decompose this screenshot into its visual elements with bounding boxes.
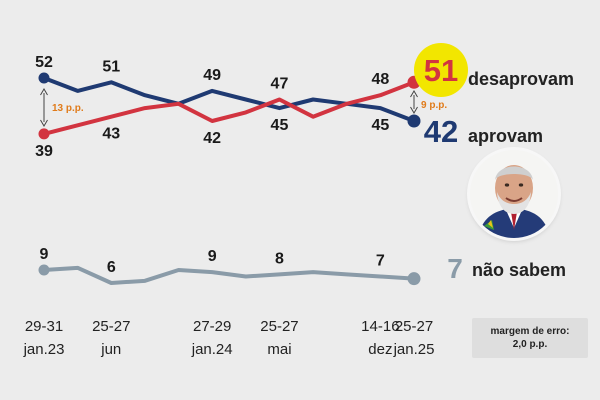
x-tick-label: 25-27 <box>395 318 433 335</box>
data-label-nao-sabem: 9 <box>208 248 217 265</box>
start-point-aprovam <box>38 72 50 84</box>
data-label-aprovam: 45 <box>271 117 289 134</box>
x-tick-label: 29-31 <box>25 318 63 335</box>
end-label-desaprovam: 51 <box>424 53 458 88</box>
x-tick-label: 14-16 <box>361 318 399 335</box>
x-tick-label: 27-29 <box>193 318 231 335</box>
gap-arrow-end-head-down <box>410 106 418 114</box>
end-point-nao-sabem <box>407 272 421 286</box>
data-label-desaprovam: 47 <box>271 76 289 93</box>
x-tick-label: dez <box>368 341 392 358</box>
data-label-nao-sabem: 8 <box>275 250 284 267</box>
gap-label-start: 13 p.p. <box>52 103 84 114</box>
end-label-aprovam: 42 <box>424 114 458 149</box>
data-label-desaprovam: 43 <box>102 126 120 143</box>
series-line-aprovam <box>42 76 416 123</box>
gap-label-end: 9 p.p. <box>421 100 447 111</box>
x-tick-label: jun <box>100 341 121 358</box>
x-tick-label: mai <box>267 341 291 358</box>
data-label-desaprovam: 48 <box>371 71 389 88</box>
gap-arrow-start-head-down <box>40 119 48 127</box>
data-label-nao-sabem: 6 <box>107 259 116 276</box>
margin-of-error-value: 2,0 p.p. <box>512 339 548 350</box>
x-tick-label: 25-27 <box>92 318 130 335</box>
margin-of-error-note: margem de erro: 2,0 p.p. <box>472 318 588 358</box>
data-label-aprovam: 51 <box>102 58 120 75</box>
start-point-nao-sabem <box>38 264 50 276</box>
president-portrait-icon <box>470 150 558 238</box>
series-line-desaprovam <box>42 80 416 136</box>
x-tick-label: jan.25 <box>393 341 435 358</box>
x-tick-label: jan.23 <box>23 341 65 358</box>
gap-arrow-start-head-up <box>40 88 48 96</box>
series-name-nao-sabem: não sabem <box>472 260 566 280</box>
data-label-nao-sabem: 7 <box>376 253 385 270</box>
data-label-desaprovam: 39 <box>35 143 53 160</box>
x-tick-label: jan.24 <box>191 341 233 358</box>
end-label-nao-sabem: 7 <box>447 253 463 284</box>
series-name-aprovam: aprovam <box>468 126 543 146</box>
series-name-desaprovam: desaprovam <box>468 69 574 89</box>
end-point-aprovam <box>407 114 421 128</box>
data-label-nao-sabem: 9 <box>40 246 49 263</box>
start-point-desaprovam <box>38 128 50 140</box>
highlight-circle <box>414 43 468 97</box>
x-tick-label: 25-27 <box>260 318 298 335</box>
margin-of-error-label: margem de erro: <box>490 326 570 337</box>
data-label-aprovam: 52 <box>35 54 53 71</box>
gap-arrow-end-head-up <box>410 90 418 98</box>
series-line-nao-sabem <box>42 265 416 285</box>
data-label-aprovam: 45 <box>371 117 389 134</box>
data-label-aprovam: 49 <box>203 67 221 84</box>
data-label-desaprovam: 42 <box>203 130 221 147</box>
